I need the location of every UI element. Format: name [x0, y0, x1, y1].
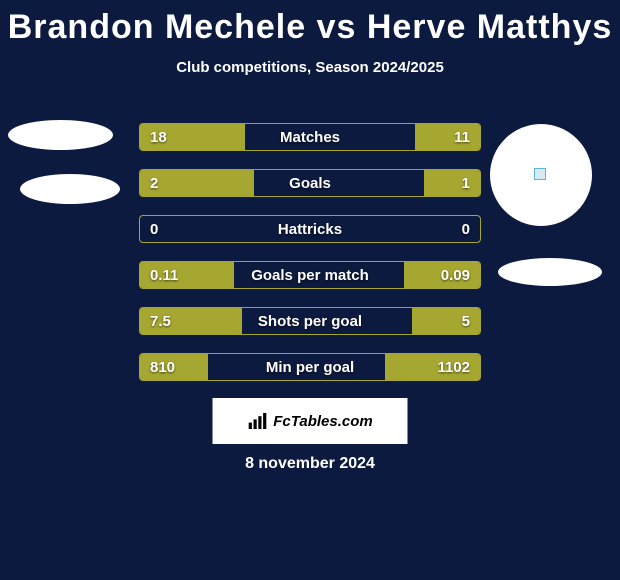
- stat-value-right: 0.09: [441, 262, 470, 288]
- stat-value-left: 0.11: [150, 262, 178, 288]
- stat-bar-right: [424, 170, 480, 196]
- stat-value-left: 7.5: [150, 308, 171, 334]
- stat-value-left: 2: [150, 170, 158, 196]
- stat-row-min-per-goal: 810 1102 Min per goal: [139, 353, 481, 381]
- stat-value-right: 5: [462, 308, 470, 334]
- bar-chart-icon: [247, 413, 267, 429]
- stat-row-matches: 18 11 Matches: [139, 123, 481, 151]
- stat-value-right: 1102: [437, 354, 470, 380]
- stat-label: Hattricks: [140, 216, 480, 242]
- stat-value-left: 0: [150, 216, 158, 242]
- stat-value-right: 11: [454, 124, 470, 150]
- brand-link[interactable]: FcTables.com: [213, 398, 408, 444]
- player-right-avatar-ellipse: [498, 258, 602, 286]
- date-label: 8 november 2024: [0, 455, 620, 473]
- stat-row-goals-per-match: 0.11 0.09 Goals per match: [139, 261, 481, 289]
- stat-row-shots-per-goal: 7.5 5 Shots per goal: [139, 307, 481, 335]
- player-left-avatar-2: [20, 174, 120, 204]
- avatar-placeholder-icon: [534, 168, 546, 180]
- subtitle: Club competitions, Season 2024/2025: [0, 59, 620, 76]
- stat-bar-right: [415, 124, 480, 150]
- stat-row-hattricks: 0 0 Hattricks: [139, 215, 481, 243]
- stats-bars: 18 11 Matches 2 1 Goals 0 0 Hattricks 0.…: [139, 123, 481, 399]
- stat-value-right: 0: [462, 216, 470, 242]
- brand-text: FcTables.com: [273, 413, 372, 430]
- stat-value-left: 18: [150, 124, 167, 150]
- stat-value-left: 810: [150, 354, 175, 380]
- stat-value-right: 1: [462, 170, 470, 196]
- page-title: Brandon Mechele vs Herve Matthys: [0, 0, 620, 47]
- player-left-avatar-1: [8, 120, 113, 150]
- stat-row-goals: 2 1 Goals: [139, 169, 481, 197]
